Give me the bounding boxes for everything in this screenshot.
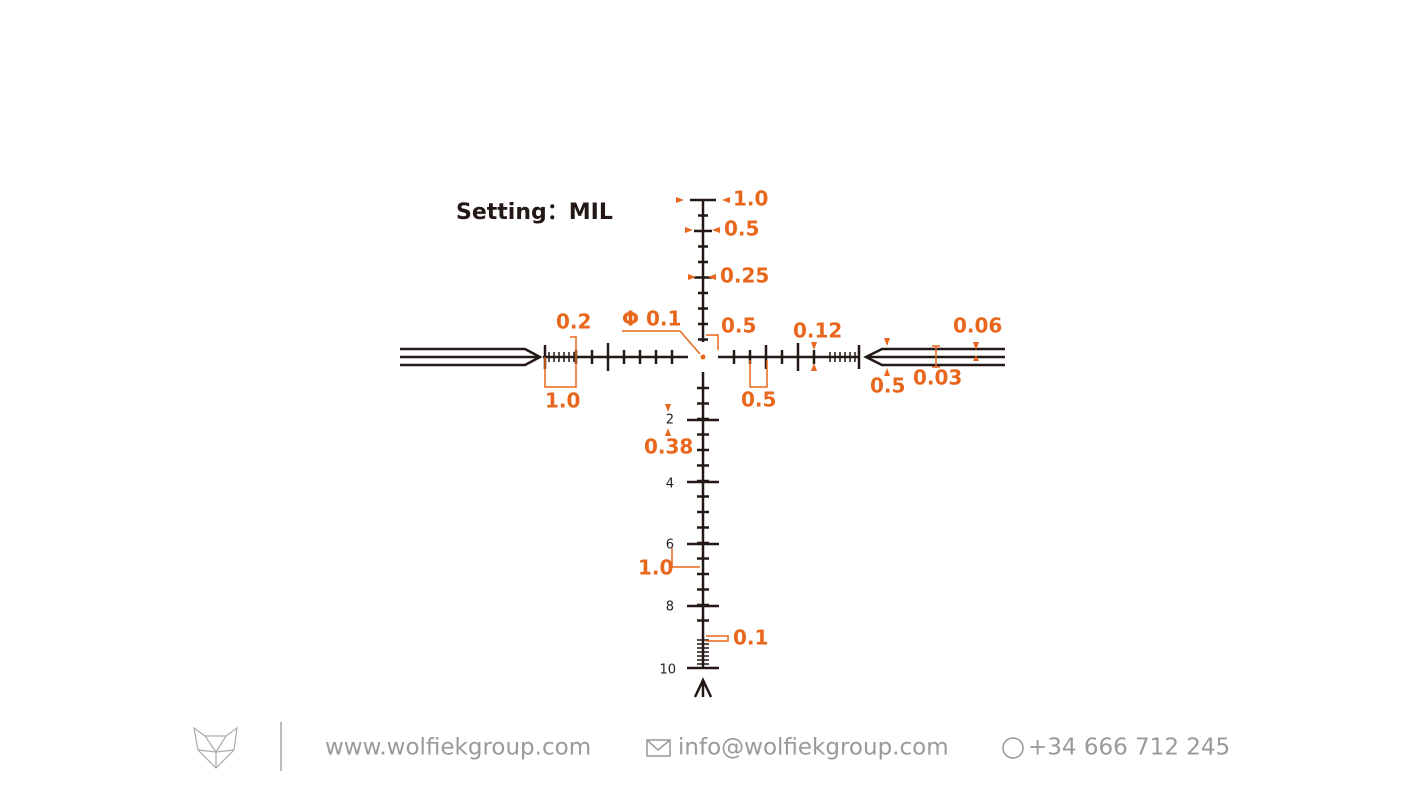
annotation: 0.5 xyxy=(721,314,756,338)
annotation: 0.5 xyxy=(741,388,776,412)
annotation: 0.5 xyxy=(724,217,759,241)
annotation: 1.0 xyxy=(733,187,768,211)
scale-label: 8 xyxy=(666,600,674,615)
annotation: 0.03 xyxy=(913,366,962,390)
annotation: 0.25 xyxy=(720,264,769,288)
annotation: Φ 0.1 xyxy=(622,307,681,331)
phone: +34 666 712 245 xyxy=(1028,735,1230,761)
logo xyxy=(193,726,238,769)
reticle xyxy=(400,198,1005,698)
mail-icon xyxy=(646,739,671,757)
website: www.wolfiekgroup.com xyxy=(325,735,591,761)
annotation: 0.06 xyxy=(953,314,1002,338)
email: info@wolfiekgroup.com xyxy=(678,735,949,761)
annotation-marks xyxy=(544,197,979,642)
annotation: 0.1 xyxy=(733,626,768,650)
annotation: 0.5 xyxy=(870,374,905,398)
annotation: 0.38 xyxy=(644,435,693,459)
mail-icon-flap xyxy=(646,739,671,751)
annotation: 0.2 xyxy=(556,310,591,334)
scale-label: 6 xyxy=(666,538,674,553)
scale-label: 2 xyxy=(666,413,674,428)
scale-labels: 2 4 6 8 10 xyxy=(659,413,676,678)
annotation: 0.12 xyxy=(793,319,842,343)
setting-label: Setting：MIL xyxy=(456,200,613,225)
annotation: 1.0 xyxy=(545,389,580,413)
phone-icon xyxy=(1002,737,1024,759)
footer: www.wolfiekgroup.com info@wolfiekgroup.c… xyxy=(193,722,1230,771)
scale-label: 10 xyxy=(659,663,676,678)
annotation: 1.0 xyxy=(638,556,673,580)
scale-label: 4 xyxy=(666,477,674,492)
annotations: 1.0 0.5 0.25 Φ 0.1 0.5 0.12 0.06 0.2 1.0… xyxy=(545,187,1002,650)
